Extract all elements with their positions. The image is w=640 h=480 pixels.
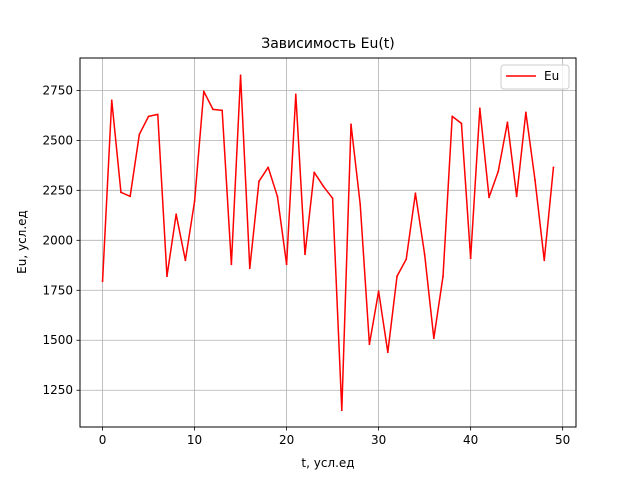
x-tick-label: 20	[279, 433, 294, 447]
axes-frame	[79, 57, 577, 428]
legend: Eu	[500, 64, 570, 90]
x-axis: 0 10 20 30 40 50	[99, 427, 570, 447]
y-tick-label: 1500	[42, 333, 73, 347]
chart-title: Зависимость Eu(t)	[261, 36, 395, 52]
data-point	[166, 275, 168, 278]
data-point	[184, 259, 187, 262]
data-point	[221, 109, 224, 112]
data-point	[377, 290, 380, 293]
data-point	[405, 258, 408, 261]
data-point	[120, 191, 122, 194]
data-point	[258, 180, 260, 183]
data-point	[276, 195, 279, 198]
data-point	[368, 343, 371, 346]
data-point	[212, 108, 214, 111]
data-point	[110, 99, 113, 102]
y-axis: 1250 1500 1750 2000 2250 2500 2750	[42, 83, 80, 397]
legend-box	[500, 64, 570, 90]
x-tick-label: 40	[463, 433, 478, 447]
y-tick-label: 1750	[42, 283, 73, 297]
data-point	[432, 337, 435, 340]
data-point	[239, 74, 242, 77]
grid	[80, 58, 576, 427]
y-tick-label: 2500	[42, 133, 73, 147]
data-point	[423, 253, 426, 256]
x-axis-label: t, усл.ед	[301, 456, 354, 470]
data-point	[267, 166, 270, 169]
data-point	[147, 115, 150, 118]
data-point	[359, 203, 362, 206]
data-point	[322, 185, 325, 188]
data-point	[469, 257, 472, 260]
data-point	[101, 280, 104, 283]
data-point	[138, 133, 141, 136]
data-point	[156, 113, 159, 116]
y-tick-label: 2750	[42, 83, 73, 97]
data-point	[248, 267, 251, 270]
data-point	[543, 259, 546, 262]
data-point	[478, 107, 481, 110]
x-tick-label: 50	[555, 433, 570, 447]
legend-label: Eu	[544, 69, 559, 83]
series-layer	[101, 74, 555, 412]
y-tick-label: 2250	[42, 183, 73, 197]
data-point	[313, 171, 316, 174]
data-point	[285, 263, 288, 266]
data-point	[129, 195, 132, 198]
data-point	[460, 122, 463, 125]
y-tick-label: 1250	[42, 383, 73, 397]
data-point	[524, 111, 527, 114]
data-point	[331, 197, 334, 200]
x-tick-label: 0	[99, 433, 107, 447]
y-tick-label: 2000	[42, 233, 73, 247]
data-point	[497, 170, 500, 173]
data-point	[202, 90, 205, 93]
y-axis-label: Eu, усл.ед	[15, 210, 29, 274]
x-tick-label: 30	[371, 433, 386, 447]
data-point	[451, 115, 454, 118]
data-point	[304, 253, 306, 256]
data-point	[350, 123, 352, 126]
data-point	[294, 93, 297, 96]
data-point	[193, 200, 196, 203]
data-point	[386, 351, 389, 354]
data-point	[534, 179, 536, 182]
data-point	[506, 121, 509, 124]
data-point	[552, 166, 555, 169]
data-point	[340, 409, 343, 412]
data-point	[442, 275, 444, 278]
data-point	[414, 192, 417, 195]
data-point	[396, 275, 398, 278]
data-point	[515, 195, 518, 198]
data-point	[230, 263, 233, 266]
data-point	[488, 196, 490, 199]
data-point	[175, 213, 178, 216]
series-line-eu	[101, 74, 555, 411]
x-tick-label: 10	[187, 433, 202, 447]
